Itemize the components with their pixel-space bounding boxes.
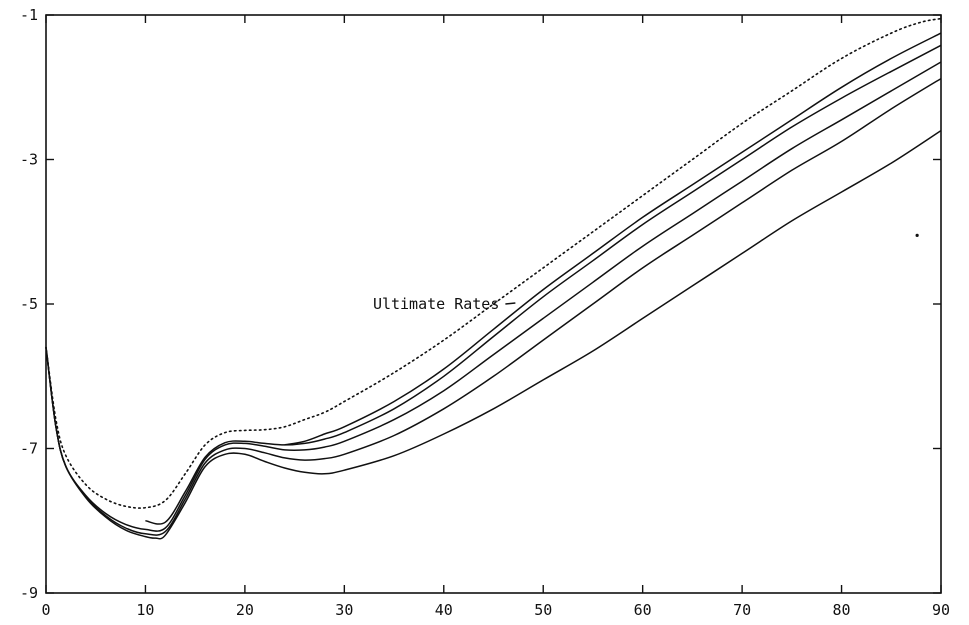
series-line-1 bbox=[284, 32, 942, 446]
series-line-dotted-0 bbox=[45, 17, 942, 509]
x-tick-label: 10 bbox=[136, 601, 154, 619]
y-tick-label: -9 bbox=[20, 584, 38, 602]
y-tick-label: -7 bbox=[20, 440, 38, 458]
annotation-label: Ultimate Rates bbox=[373, 295, 499, 313]
y-tick-label: -3 bbox=[20, 151, 38, 169]
x-tick-label: 40 bbox=[435, 601, 453, 619]
x-tick-label: 70 bbox=[733, 601, 751, 619]
series-line-4 bbox=[45, 77, 942, 536]
series-line-3 bbox=[45, 61, 942, 532]
stray-dot bbox=[915, 233, 919, 237]
x-axis-ticks: 0 10 20 30 40 50 60 70 80 90 bbox=[41, 15, 950, 619]
x-tick-label: 60 bbox=[634, 601, 652, 619]
x-tick-label: 80 bbox=[833, 601, 851, 619]
plot-frame bbox=[45, 14, 942, 594]
x-tick-label: 30 bbox=[335, 601, 353, 619]
x-tick-label: 0 bbox=[41, 601, 50, 619]
annotation-arrow bbox=[505, 302, 516, 305]
series-line-5 bbox=[45, 129, 942, 540]
y-axis-ticks: -9 -7 -5 -3 -1 bbox=[20, 6, 941, 602]
series-layer bbox=[45, 17, 942, 540]
x-tick-label: 90 bbox=[932, 601, 950, 619]
y-tick-label: -1 bbox=[20, 6, 38, 24]
annotation-group: Ultimate Rates bbox=[373, 295, 516, 313]
x-tick-label: 50 bbox=[534, 601, 552, 619]
x-tick-label: 20 bbox=[236, 601, 254, 619]
y-tick-label: -5 bbox=[20, 295, 38, 313]
series-line-2 bbox=[145, 44, 942, 525]
